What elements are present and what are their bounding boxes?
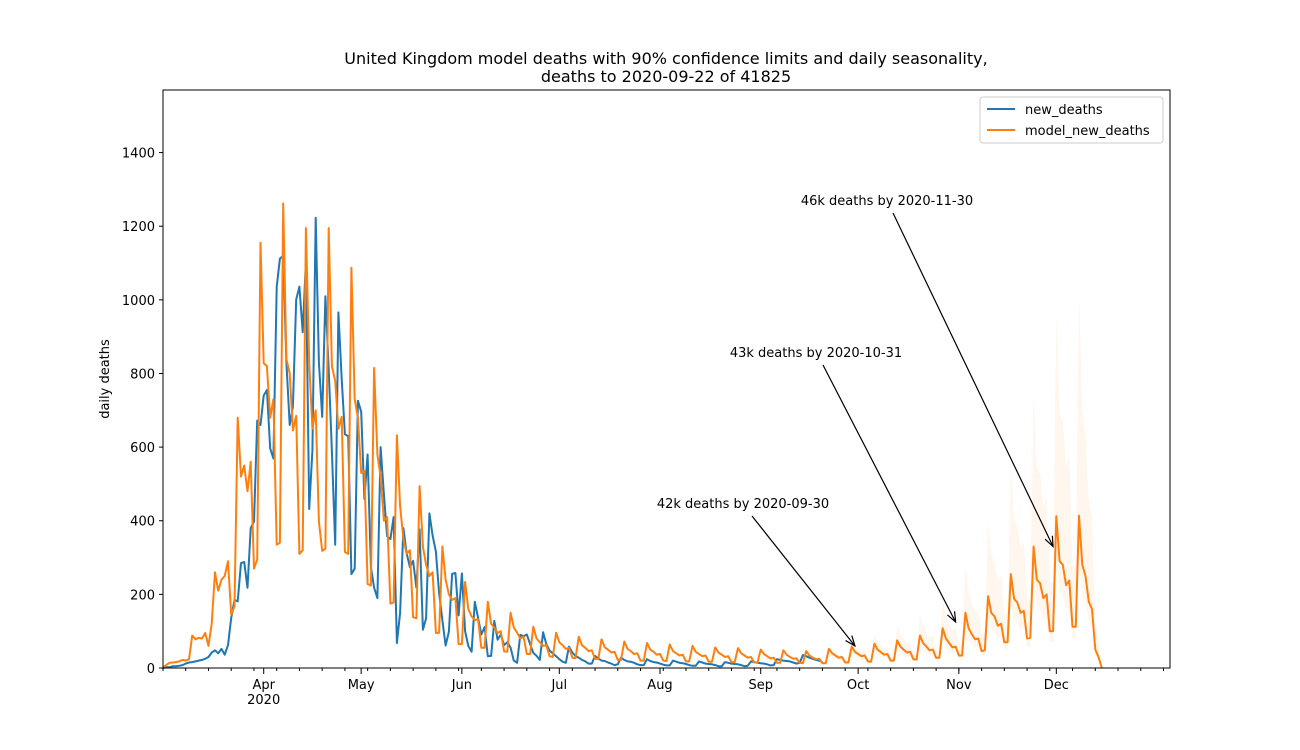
x-tick-label: May [348, 678, 375, 693]
chart-title-line2: deaths to 2020-09-22 of 41825 [541, 67, 791, 86]
x-tick-label: Dec [1044, 678, 1069, 693]
legend-label-model_new_deaths: model_new_deaths [1025, 124, 1150, 139]
y-tick-label: 1200 [122, 220, 155, 235]
x-tick-label: Oct [847, 678, 869, 693]
x-tick-label: Jul [550, 678, 567, 693]
annotation-arrow-line [892, 212, 1054, 547]
y-tick-label: 400 [130, 515, 155, 530]
series-line-model_new_deaths [162, 202, 1103, 669]
plot-frame [162, 89, 1171, 669]
legend: new_deaths model_new_deaths [979, 96, 1164, 144]
series-layer [162, 202, 1103, 669]
x-tick-label: Jun [451, 678, 472, 693]
y-tick-label: 200 [130, 588, 155, 603]
annotation-arrow-line [822, 364, 957, 623]
y-tick-label: 800 [130, 367, 155, 382]
legend-label-new_deaths: new_deaths [1025, 103, 1103, 118]
annotation-label: 42k deaths by 2020-09-30 [657, 497, 829, 512]
series-line-new_deaths [162, 216, 823, 669]
x-tick-label: Nov [946, 678, 972, 693]
y-tick-label: 600 [130, 441, 155, 456]
x-tick-label: Aug [647, 678, 672, 693]
y-axis: 0 200 400 600 800 1000 1200 1400 [122, 147, 163, 677]
annotation-layer: 42k deaths by 2020-09-30 43k deaths by 20… [657, 194, 1054, 648]
y-tick-label: 1400 [122, 147, 155, 162]
annotation-arrow-head [947, 611, 957, 624]
annotation-arrow-line [751, 515, 856, 647]
y-axis-label: daily deaths [98, 339, 113, 419]
y-tick-label: 1000 [122, 294, 155, 309]
x-tick-sublabel: 2020 [247, 693, 280, 708]
chart-title-line1: United Kingdom model deaths with 90% con… [344, 49, 987, 68]
y-tick-label: 0 [147, 662, 155, 677]
annotation-label: 46k deaths by 2020-11-30 [801, 194, 973, 209]
legend-box [979, 96, 1164, 144]
annotation-arrow-head [1044, 535, 1054, 548]
annotation-arrow-head [845, 635, 856, 648]
annotation-label: 43k deaths by 2020-10-31 [730, 346, 902, 361]
x-tick-label: Sep [748, 678, 773, 693]
x-tick-label: Apr [252, 678, 275, 693]
